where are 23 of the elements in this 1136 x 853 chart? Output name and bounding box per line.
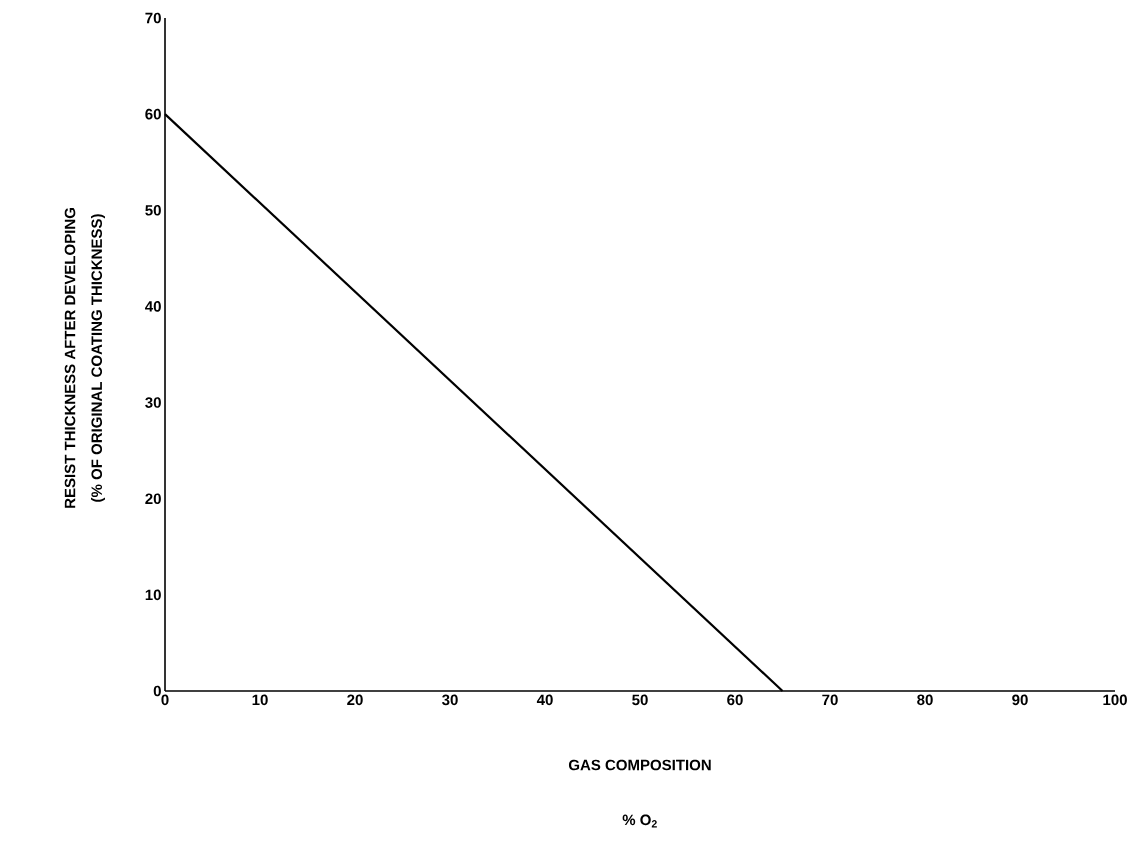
y-tick-label: 40 [145, 301, 161, 312]
y-tick-label: 0 [153, 685, 161, 697]
x-tick-label: 70 [822, 694, 838, 706]
y-tick-label: 10 [145, 589, 161, 601]
y-tick-label: 60 [145, 108, 161, 120]
x-axis-title: GAS COMPOSITION [568, 759, 711, 771]
x-tick-label: 80 [917, 694, 933, 706]
x-tick-label: 20 [347, 694, 363, 706]
y-axis-title: RESIST THICKNESS AFTER DEVELOPING [64, 208, 76, 508]
x-tick-label: 10 [252, 694, 268, 706]
x-tick-label: 30 [442, 694, 458, 706]
y-tick-label: 70 [145, 12, 161, 24]
x-tick-label: 40 [536, 694, 553, 706]
y-tick-label: 30 [145, 397, 161, 408]
y-tick-label: 20 [145, 493, 161, 505]
x-tick-label: 90 [1012, 694, 1028, 706]
text: (% OF ORIGINAL COATING THICKNESS) [91, 214, 105, 502]
x-tick-label: 50 [632, 694, 648, 706]
x-tick-label: 0 [161, 694, 169, 706]
x-tick-label: 60 [727, 694, 743, 706]
x-tick-label: 100 [1103, 694, 1127, 706]
text: % O$_{2}$ [622, 814, 657, 828]
y-tick-label: 50 [145, 204, 161, 216]
